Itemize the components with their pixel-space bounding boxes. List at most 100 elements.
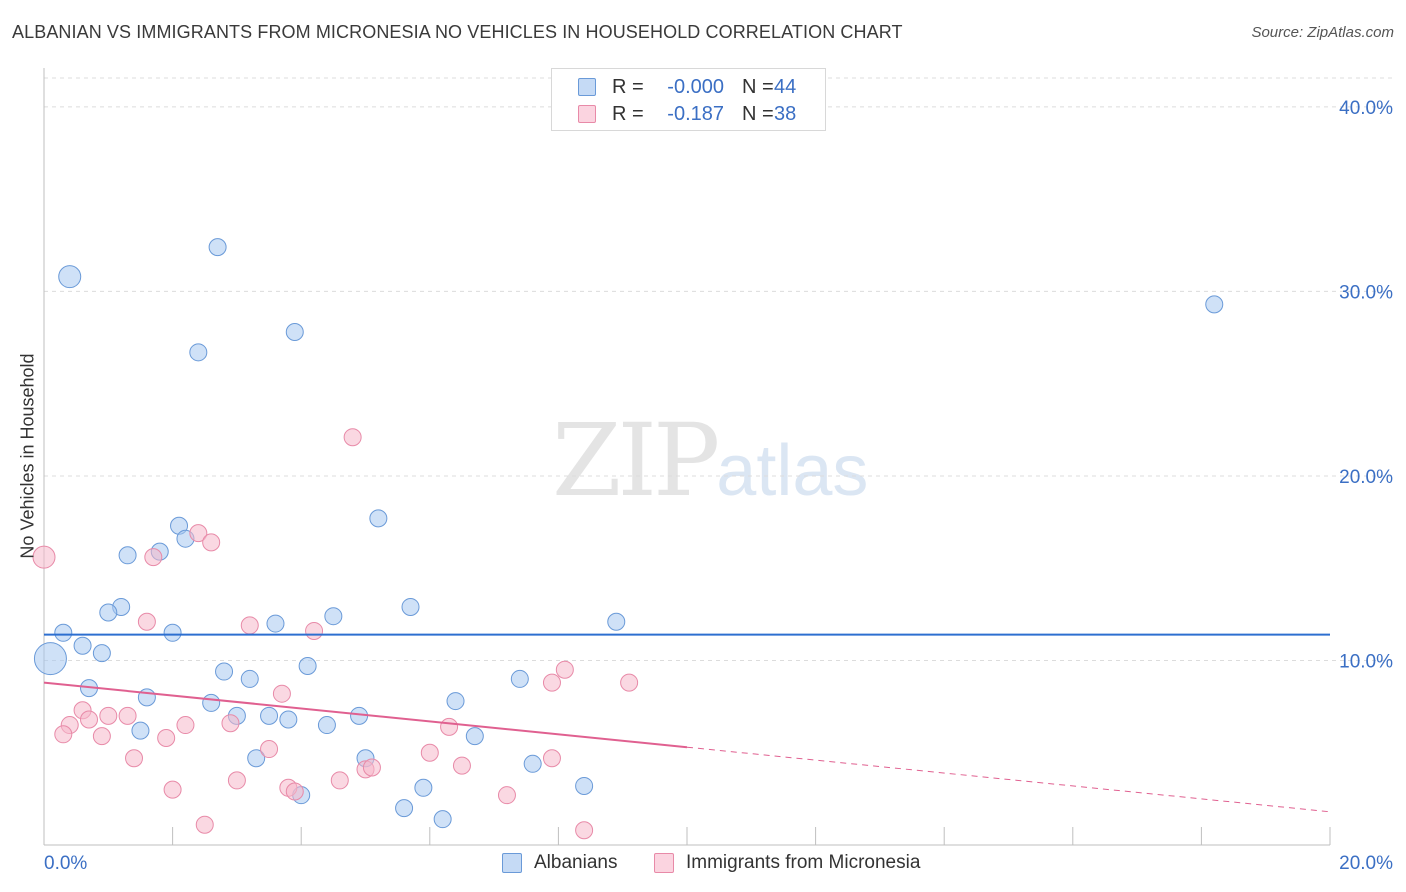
y-tick-label: 10.0%	[1339, 651, 1393, 672]
albanian-point	[433, 810, 452, 829]
legend-item-micronesia: Immigrants from Micronesia	[654, 852, 920, 874]
micronesia-point	[542, 673, 561, 692]
micronesia-point	[118, 706, 137, 725]
correlation-legend: R = -0.000 N = 44 R = -0.187 N = 38	[551, 68, 826, 131]
albanian-point	[369, 509, 388, 528]
micronesia-point	[305, 621, 324, 640]
micronesia-point	[440, 717, 459, 736]
micronesia-point	[575, 821, 594, 840]
legend-swatch-micronesia	[654, 853, 674, 873]
albanian-point	[523, 754, 542, 773]
albanian-point	[247, 749, 266, 768]
micronesia-point	[32, 545, 56, 569]
albanian-point	[607, 612, 626, 631]
n-label: N =	[742, 102, 774, 125]
albanian-point	[279, 710, 298, 729]
y-tick-label: 30.0%	[1339, 282, 1393, 303]
albanian-point	[1205, 295, 1224, 314]
albanian-point	[189, 343, 208, 362]
legend-swatch-albanians	[578, 78, 596, 96]
micronesia-point	[92, 727, 111, 746]
n-value: 38	[774, 102, 797, 125]
n-label: N =	[742, 75, 774, 98]
micronesia-point	[285, 782, 304, 801]
r-label: R =	[612, 102, 644, 125]
micronesia-point	[80, 710, 99, 729]
watermark: ZIPatlas	[552, 402, 868, 519]
r-value: -0.000	[667, 75, 724, 98]
micronesia-point	[137, 612, 156, 631]
albanian-point	[163, 623, 182, 642]
legend-label-micronesia: Immigrants from Micronesia	[686, 852, 921, 873]
albanian-point	[266, 614, 285, 633]
r-value: -0.187	[667, 102, 724, 125]
albanian-point	[575, 776, 594, 795]
x-tick-label: 20.0%	[1339, 853, 1393, 874]
micronesia-point	[272, 684, 291, 703]
albanian-point	[118, 546, 137, 565]
micronesia-point	[221, 714, 240, 733]
albanian-point	[260, 706, 279, 725]
micronesia-point	[54, 725, 73, 744]
albanian-point	[465, 727, 484, 746]
micronesia-point	[555, 660, 574, 679]
micronesia-point	[99, 706, 118, 725]
albanian-point	[131, 721, 150, 740]
micronesia-point	[343, 428, 362, 447]
legend-swatch-micronesia	[578, 105, 596, 123]
albanian-point	[215, 662, 234, 681]
micronesia-point	[227, 771, 246, 790]
legend-item-albanians: Albanians	[502, 852, 617, 874]
albanian-point	[401, 597, 420, 616]
y-tick-label: 20.0%	[1339, 467, 1393, 488]
micronesia-point	[330, 771, 349, 790]
albanian-point	[395, 799, 414, 818]
albanian-point	[510, 669, 529, 688]
albanian-point	[208, 238, 227, 257]
albanian-point	[298, 657, 317, 676]
albanian-point	[414, 778, 433, 797]
micronesia-point	[195, 815, 214, 834]
albanian-point	[240, 669, 259, 688]
micronesia-point	[260, 740, 279, 759]
albanian-point	[73, 636, 92, 655]
legend-row-micronesia: R = -0.187 N = 38	[578, 102, 796, 126]
albanian-point	[99, 603, 118, 622]
watermark-zip: ZIP	[552, 402, 720, 519]
micronesia-point	[163, 780, 182, 799]
albanian-point	[446, 692, 465, 711]
albanian-point	[54, 623, 73, 642]
y-axis-label: No Vehicles in Household	[17, 353, 38, 559]
micronesia-point	[125, 749, 144, 768]
albanian-point	[324, 607, 343, 626]
albanian-point	[285, 323, 304, 342]
micronesia-point	[497, 786, 516, 805]
micronesia-point	[202, 533, 221, 552]
albanian-point	[92, 644, 111, 663]
legend-label-albanians: Albanians	[534, 852, 618, 873]
micronesia-point	[144, 548, 163, 567]
albanian-point	[33, 642, 67, 676]
micronesia-point	[240, 616, 259, 635]
x-tick-label: 0.0%	[44, 853, 87, 874]
source-label: Source: ZipAtlas.com	[1251, 24, 1394, 41]
micronesia-point	[452, 756, 471, 775]
chart-title: ALBANIAN VS IMMIGRANTS FROM MICRONESIA N…	[12, 22, 903, 42]
micronesia-point	[620, 673, 639, 692]
albanian-point	[58, 265, 82, 289]
micronesia-point	[542, 749, 561, 768]
micronesia-point	[157, 728, 176, 747]
y-tick-label: 40.0%	[1339, 98, 1393, 119]
albanian-point	[202, 693, 221, 712]
watermark-atlas: atlas	[716, 431, 869, 511]
legend-swatch-albanians	[502, 853, 522, 873]
micronesia-trend-extension	[686, 746, 1331, 813]
micronesia-point	[420, 743, 439, 762]
micronesia-trend-line	[43, 681, 688, 749]
micronesia-point	[176, 716, 195, 735]
n-value: 44	[774, 75, 797, 98]
legend-row-albanians: R = -0.000 N = 44	[578, 75, 796, 99]
r-label: R =	[612, 75, 644, 98]
micronesia-point	[189, 524, 208, 543]
